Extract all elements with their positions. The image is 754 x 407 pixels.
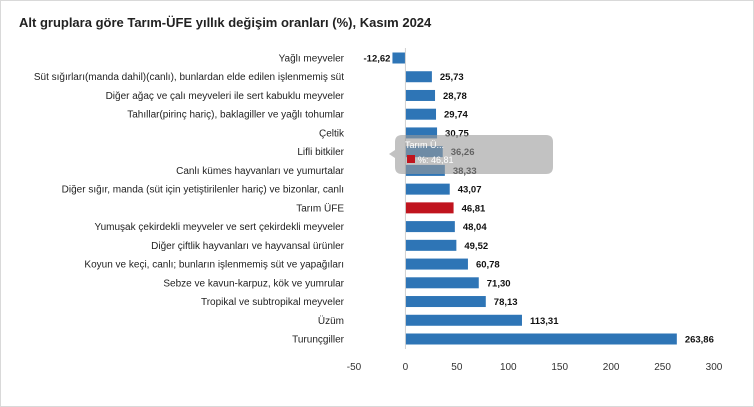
data-label: 60,78 [476,260,500,271]
bar[interactable] [392,52,406,64]
bar[interactable] [405,202,454,214]
category-label: Yumuşak çekirdekli meyveler ve sert çeki… [94,222,344,233]
tooltip-value: %: 46,81 [418,155,454,165]
category-label: Diğer sığır, manda (süt için yetiştirile… [62,185,344,196]
bar[interactable] [405,277,479,289]
bar[interactable] [405,314,522,326]
bar[interactable] [405,183,450,195]
category-label: Canlı kümes hayvanları ve yumurtalar [176,166,345,177]
data-label: -12,62 [364,54,391,65]
x-tick-label: 100 [500,362,517,373]
category-label: Lifli bitkiler [297,147,344,158]
data-label: 29,74 [444,110,468,121]
category-label: Turunçgiller [292,335,345,346]
x-tick-label: 300 [706,362,723,373]
category-label: Koyun ve keçi, canlı; bunların işlenmemi… [84,260,344,271]
category-label: Tropikal ve subtropikal meyveler [201,297,345,308]
tooltip-title: Tarım Ü... [405,140,444,150]
x-tick-label: -50 [347,362,362,373]
bar[interactable] [405,127,438,139]
chart-tooltip: Tarım Ü... %: 46,81 [389,135,553,174]
category-label: Tahıllar(pirinç hariç), baklagiller ve y… [127,110,344,121]
bar[interactable] [405,71,432,83]
category-label: Diğer ağaç ve çalı meyveleri ile sert ka… [106,91,345,102]
chart-title: Alt gruplara göre Tarım-ÜFE yıllık değiş… [19,15,432,30]
bar[interactable] [405,258,468,270]
bar[interactable] [405,89,436,101]
category-label: Sebze ve kavun-karpuz, kök ve yumrular [163,278,344,289]
data-label: 48,04 [463,222,487,233]
bar[interactable] [405,108,437,120]
x-tick-label: 250 [654,362,671,373]
x-tick-label: 50 [451,362,463,373]
data-label: 28,78 [443,91,467,102]
data-label: 78,13 [494,297,518,308]
data-label: 71,30 [487,278,511,289]
x-tick-label: 0 [403,362,409,373]
bar[interactable] [405,333,677,345]
category-label: Çeltik [319,128,345,139]
category-label: Tarım ÜFE [296,202,344,214]
category-label: Diğer çiftlik hayvanları ve hayvansal ür… [151,241,345,252]
category-label: Süt sığırları(manda dahil)(canlı), bunla… [34,72,344,83]
data-label: 30,75 [445,128,469,139]
data-label: 113,31 [530,316,559,327]
data-label: 25,73 [440,72,464,83]
data-label: 43,07 [458,185,482,196]
category-label: Üzüm [318,315,344,327]
data-label: 46,81 [462,203,486,214]
category-label: Yağlı meyveler [279,54,345,65]
x-tick-label: 150 [551,362,568,373]
x-tick-label: 200 [603,362,620,373]
tooltip-box [389,135,553,174]
data-label: 49,52 [464,241,488,252]
bar[interactable] [405,296,486,308]
data-label: 263,86 [685,335,714,346]
bar[interactable] [405,221,455,233]
bar[interactable] [405,239,457,251]
tooltip-swatch [407,155,415,163]
